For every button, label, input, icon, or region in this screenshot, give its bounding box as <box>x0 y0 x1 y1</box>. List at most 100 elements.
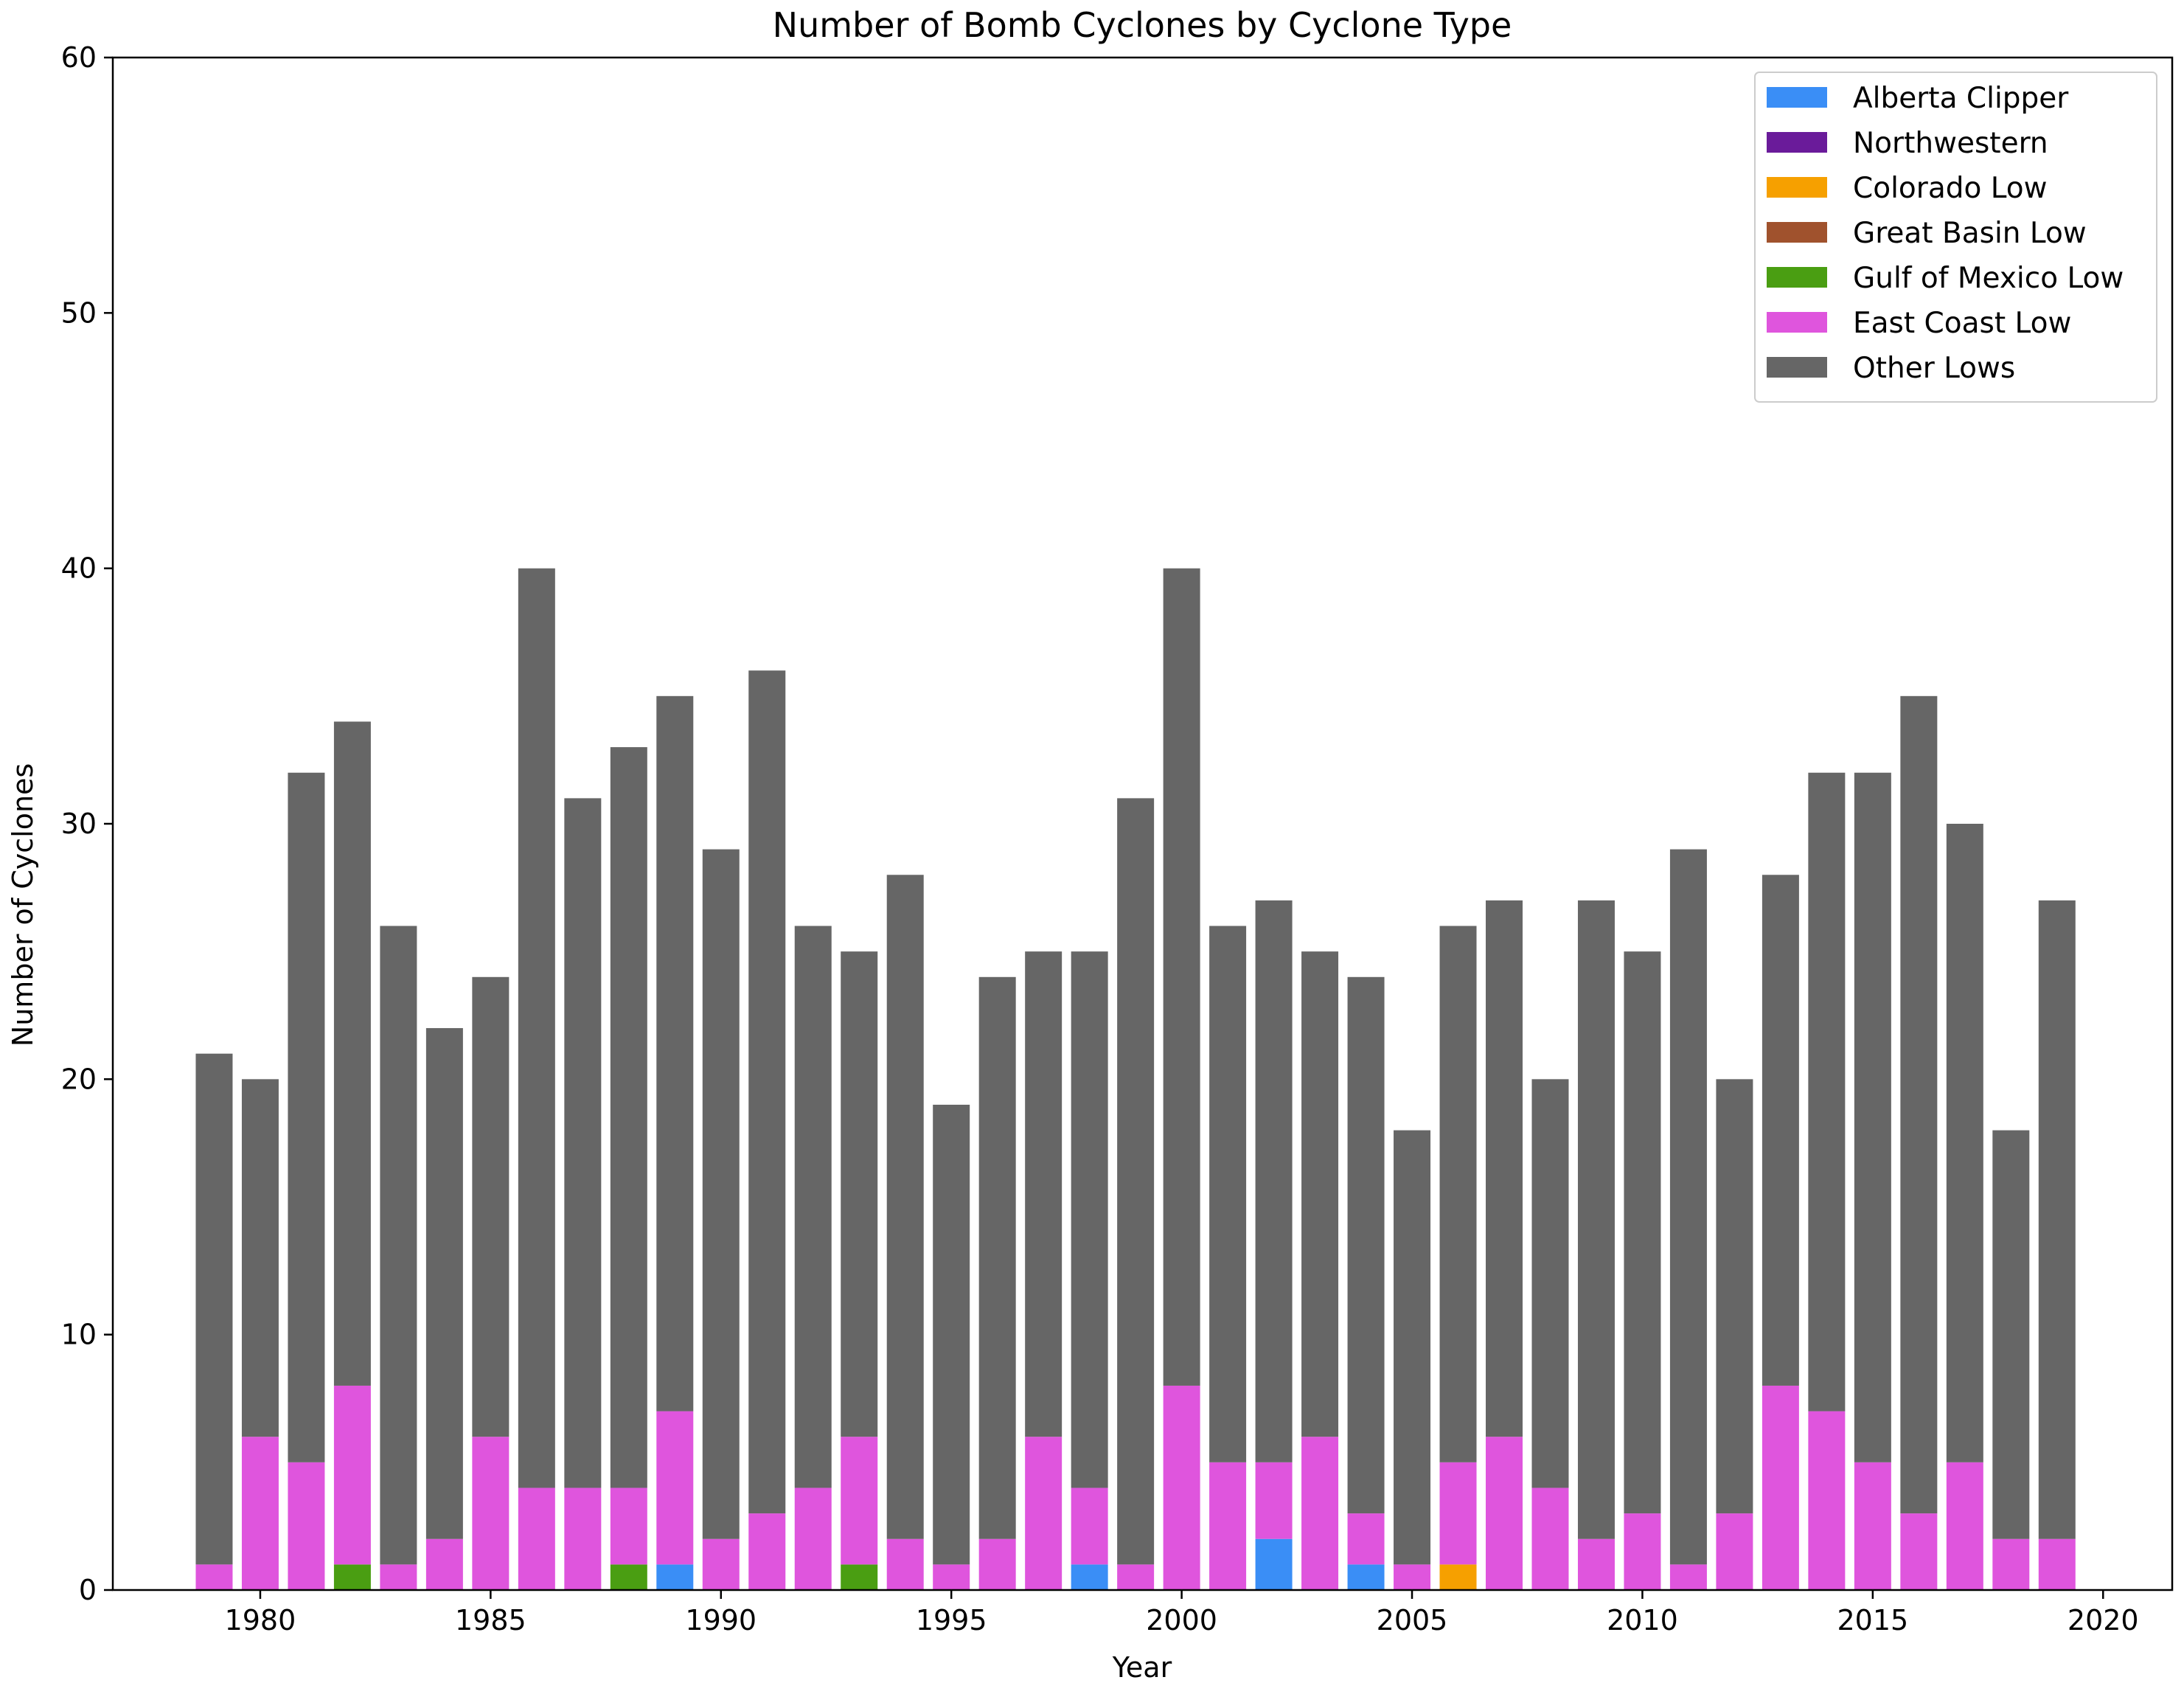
y-tick-label-30: 30 <box>61 808 97 840</box>
legend-swatch-gulf-of-mexico-low <box>1767 267 1827 288</box>
bar-east-coast-low-2011 <box>1669 1564 1707 1590</box>
bar-east-coast-low-1988 <box>610 1488 647 1565</box>
chart-title: Number of Bomb Cyclones by Cyclone Type <box>773 5 1512 45</box>
x-tick-label-1990: 1990 <box>685 1604 757 1636</box>
bar-east-coast-low-1999 <box>1117 1564 1155 1590</box>
bar-other-lows-2014 <box>1808 772 1846 1412</box>
bar-alberta-clipper-2002 <box>1255 1538 1293 1590</box>
bar-other-lows-2009 <box>1577 900 1615 1539</box>
bar-other-lows-1993 <box>841 951 878 1437</box>
legend-swatch-alberta-clipper <box>1767 87 1827 108</box>
legend: Alberta Clipper Northwestern Colorado Low G… <box>1754 72 2157 403</box>
bar-east-coast-low-1979 <box>195 1564 233 1590</box>
bar-other-lows-1998 <box>1071 951 1108 1488</box>
bar-other-lows-1992 <box>794 926 832 1488</box>
bar-other-lows-2013 <box>1762 875 1799 1386</box>
legend-box <box>1754 72 2157 403</box>
bar-east-coast-low-1994 <box>886 1538 924 1590</box>
bar-east-coast-low-1986 <box>518 1488 555 1590</box>
bar-other-lows-1980 <box>241 1079 279 1437</box>
bar-east-coast-low-1982 <box>333 1385 371 1565</box>
bar-east-coast-low-2019 <box>2038 1538 2076 1590</box>
bar-east-coast-low-1995 <box>933 1564 970 1590</box>
bar-east-coast-low-2017 <box>1946 1462 1983 1590</box>
bar-east-coast-low-2015 <box>1854 1462 1891 1590</box>
y-tick-label-60: 60 <box>61 41 97 74</box>
x-tick-label-2005: 2005 <box>1377 1604 1448 1636</box>
x-tick-label-1995: 1995 <box>916 1604 987 1636</box>
bar-other-lows-1995 <box>933 1104 970 1565</box>
bar-east-coast-low-1997 <box>1025 1437 1063 1590</box>
bar-east-coast-low-2002 <box>1255 1462 1293 1539</box>
y-axis-title: Number of Cyclones <box>7 763 39 1046</box>
bar-east-coast-low-1984 <box>425 1538 463 1590</box>
x-tick-label-1980: 1980 <box>225 1604 296 1636</box>
bar-other-lows-1988 <box>610 747 647 1488</box>
bar-gulf-of-mexico-low-1988 <box>610 1564 647 1590</box>
bar-east-coast-low-1993 <box>841 1437 878 1565</box>
bar-east-coast-low-2018 <box>1992 1538 2030 1590</box>
bar-alberta-clipper-2004 <box>1347 1564 1385 1590</box>
bar-other-lows-2016 <box>1900 695 1938 1514</box>
legend-swatch-great-basin-low <box>1767 222 1827 243</box>
axes-group: 1980 1985 1990 1995 2000 2005 2010 2015 2020 0 10 2… <box>61 41 2174 1636</box>
bar-east-coast-low-2006 <box>1439 1462 1477 1565</box>
legend-label-east-coast-low: East Coast Low <box>1853 307 2071 340</box>
bar-colorado-low-2006 <box>1439 1564 1477 1590</box>
bar-east-coast-low-1996 <box>978 1538 1016 1590</box>
bar-alberta-clipper-1989 <box>656 1564 694 1590</box>
bar-other-lows-2012 <box>1716 1079 1753 1514</box>
legend-label-other-lows: Other Lows <box>1853 352 2015 385</box>
bar-east-coast-low-2008 <box>1531 1488 1569 1590</box>
y-tick-label-40: 40 <box>61 552 97 585</box>
x-tick-label-2015: 2015 <box>1837 1604 1908 1636</box>
bar-east-coast-low-2012 <box>1716 1513 1753 1590</box>
x-tick-label-1985: 1985 <box>455 1604 526 1636</box>
legend-swatch-east-coast-low <box>1767 312 1827 333</box>
bar-east-coast-low-1998 <box>1071 1488 1108 1565</box>
legend-swatch-other-lows <box>1767 357 1827 378</box>
bar-other-lows-1997 <box>1025 951 1063 1437</box>
x-axis-title: Year <box>1112 1651 1172 1684</box>
bar-other-lows-2003 <box>1301 951 1339 1437</box>
bar-other-lows-2008 <box>1531 1079 1569 1488</box>
bar-gulf-of-mexico-low-1982 <box>333 1564 371 1590</box>
bar-other-lows-2019 <box>2038 900 2076 1539</box>
bar-other-lows-1986 <box>518 568 555 1488</box>
bar-east-coast-low-1989 <box>656 1411 694 1565</box>
bar-east-coast-low-2000 <box>1163 1385 1200 1590</box>
bar-east-coast-low-2009 <box>1577 1538 1615 1590</box>
legend-label-colorado-low: Colorado Low <box>1853 172 2048 205</box>
bar-east-coast-low-1983 <box>380 1564 417 1590</box>
bar-east-coast-low-2016 <box>1900 1513 1938 1590</box>
legend-label-gulf-of-mexico-low: Gulf of Mexico Low <box>1853 262 2124 295</box>
bar-east-coast-low-1981 <box>288 1462 325 1590</box>
bar-east-coast-low-2005 <box>1394 1564 1431 1590</box>
bars-group <box>195 568 2076 1590</box>
bar-east-coast-low-2001 <box>1209 1462 1247 1590</box>
legend-label-northwestern: Northwestern <box>1853 127 2048 160</box>
bar-other-lows-1996 <box>978 976 1016 1539</box>
bar-alberta-clipper-1998 <box>1071 1564 1108 1590</box>
y-tick-label-20: 20 <box>61 1063 97 1095</box>
bar-gulf-of-mexico-low-1993 <box>841 1564 878 1590</box>
bar-east-coast-low-2010 <box>1624 1513 1661 1590</box>
bar-east-coast-low-2004 <box>1347 1513 1385 1565</box>
bar-east-coast-low-1990 <box>702 1538 740 1590</box>
y-tick-label-0: 0 <box>79 1574 97 1606</box>
bar-other-lows-1982 <box>333 721 371 1386</box>
bar-other-lows-1979 <box>195 1053 233 1565</box>
bar-east-coast-low-2013 <box>1762 1385 1799 1590</box>
y-tick-label-50: 50 <box>61 296 97 329</box>
bar-other-lows-2005 <box>1394 1130 1431 1565</box>
bar-east-coast-low-1987 <box>564 1488 602 1590</box>
legend-label-great-basin-low: Great Basin Low <box>1853 217 2087 250</box>
x-tick-label-2000: 2000 <box>1146 1604 1217 1636</box>
bar-other-lows-2007 <box>1486 900 1523 1437</box>
bar-other-lows-2004 <box>1347 976 1385 1514</box>
bar-other-lows-1990 <box>702 849 740 1539</box>
bar-east-coast-low-1980 <box>241 1437 279 1590</box>
legend-swatch-colorado-low <box>1767 177 1827 198</box>
bar-other-lows-1994 <box>886 875 924 1539</box>
bar-other-lows-1999 <box>1117 798 1155 1565</box>
